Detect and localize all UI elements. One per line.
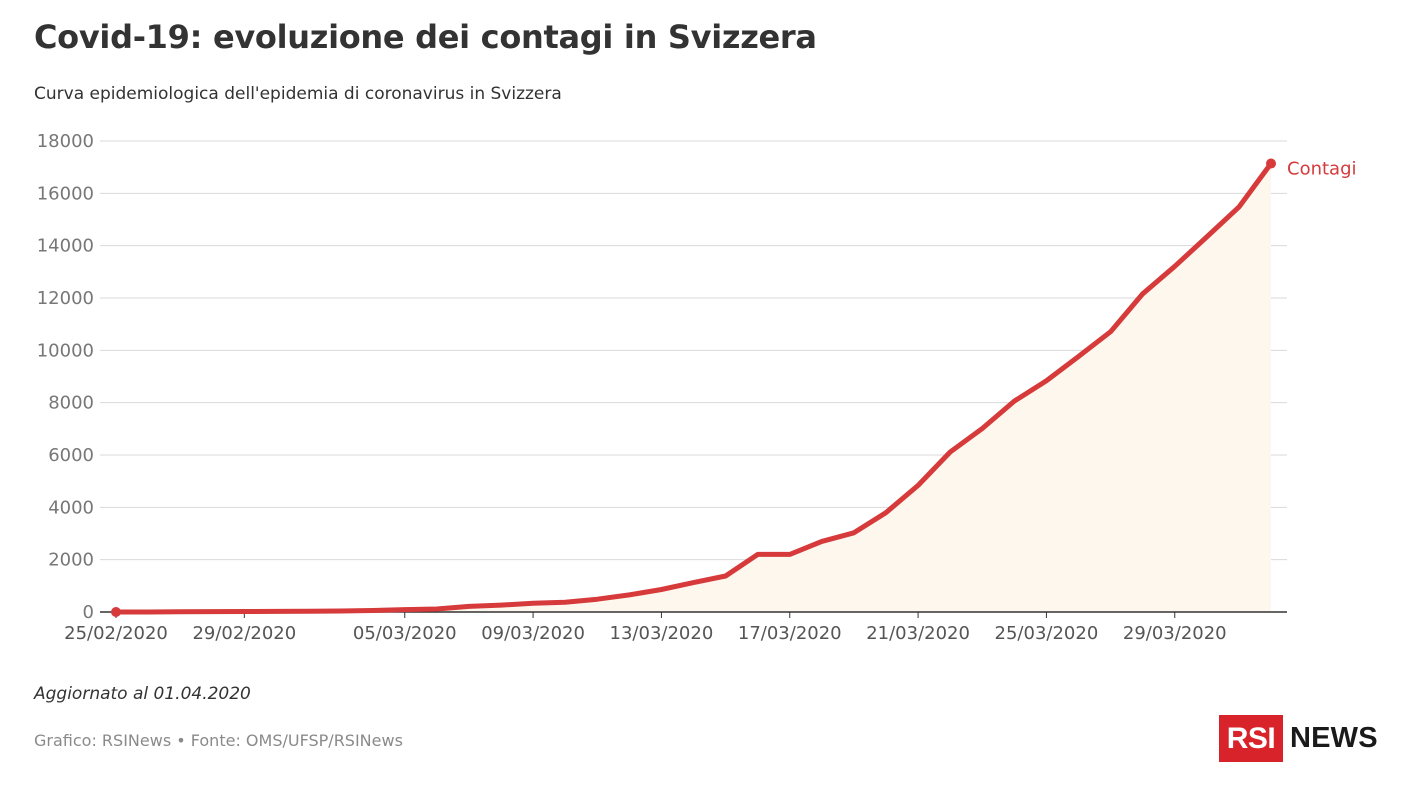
- series-end-marker: [1266, 158, 1276, 169]
- x-tick-label: 25/03/2020: [995, 623, 1099, 644]
- y-tick-label: 2000: [48, 550, 94, 571]
- y-tick-label: 18000: [37, 131, 94, 152]
- x-tick-label: 29/02/2020: [192, 623, 296, 644]
- x-tick-label: 13/03/2020: [610, 623, 714, 644]
- series-line-contagi: [113, 161, 1274, 615]
- x-tick-label: 05/03/2020: [353, 623, 457, 644]
- y-tick-label: 12000: [37, 288, 94, 309]
- x-tick-label: 17/03/2020: [738, 623, 842, 644]
- area-fill: [116, 163, 1271, 612]
- y-tick-label: 16000: [37, 183, 94, 204]
- y-tick-label: 6000: [48, 445, 94, 466]
- rsi-logo-box: RSI: [1219, 715, 1283, 762]
- y-axis-ticks: 0 2000 4000 6000 8000 10000 12000 14000 16000 180…: [37, 131, 94, 623]
- y-tick-label: 4000: [48, 497, 94, 518]
- series-start-marker: [111, 606, 121, 617]
- x-tick-label: 09/03/2020: [481, 623, 585, 644]
- chart-subtitle: Curva epidemiologica dell'epidemia di co…: [34, 84, 562, 104]
- y-tick-label: 8000: [48, 393, 94, 414]
- x-tick-label: 25/02/2020: [64, 623, 168, 644]
- updated-note: Aggiornato al 01.04.2020: [34, 684, 251, 704]
- rsi-news-logo: RSI NEWS: [1219, 715, 1378, 762]
- x-axis-ticks: 25/02/2020 29/02/2020 05/03/2020 09/03/2020…: [64, 612, 1227, 644]
- chart-title: Covid-19: evoluzione dei contagi in Sviz…: [34, 18, 817, 56]
- news-logo-text: NEWS: [1290, 722, 1378, 754]
- x-tick-label: 21/03/2020: [866, 623, 970, 644]
- series-label-contagi: Contagi: [1287, 159, 1357, 180]
- y-tick-label: 10000: [37, 340, 94, 361]
- source-credits: Grafico: RSINews • Fonte: OMS/UFSP/RSINe…: [34, 731, 403, 750]
- y-tick-label: 14000: [37, 236, 94, 257]
- y-tick-label: 0: [83, 602, 94, 623]
- x-tick-label: 29/03/2020: [1123, 623, 1227, 644]
